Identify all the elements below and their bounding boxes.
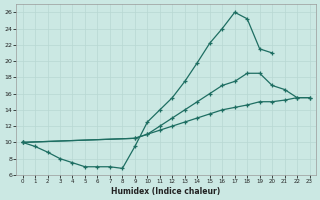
X-axis label: Humidex (Indice chaleur): Humidex (Indice chaleur) (111, 187, 221, 196)
